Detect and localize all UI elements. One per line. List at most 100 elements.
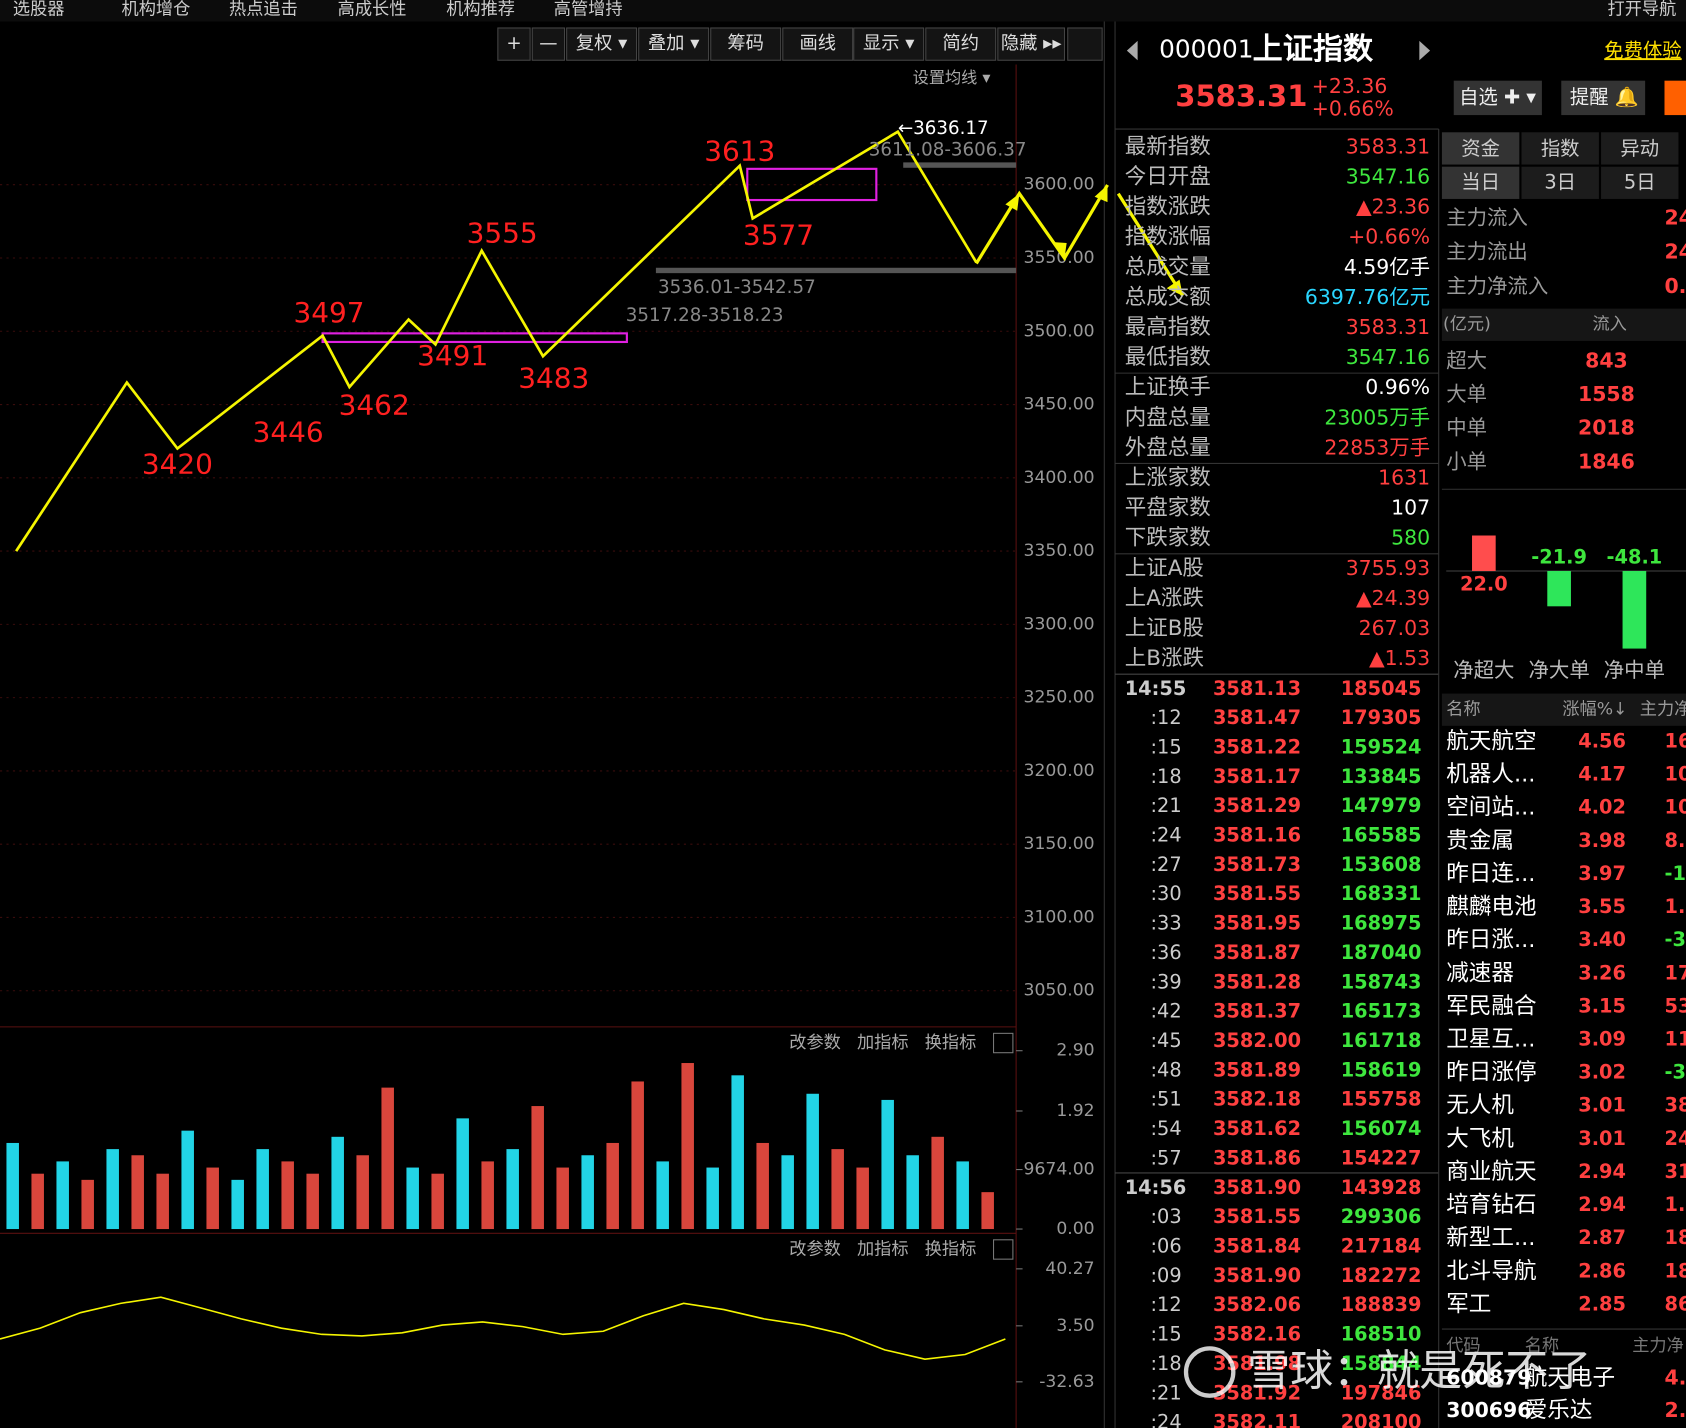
sector-name: 军工: [1446, 1291, 1491, 1317]
trade-price: 3581.16: [1213, 824, 1301, 847]
table-header: [1441, 308, 1686, 341]
volume-bar: [731, 1075, 744, 1230]
toolbar-button[interactable]: [853, 27, 925, 61]
trade-volume: 185045: [1341, 677, 1422, 700]
y-tick-label: 3600.00: [1024, 175, 1095, 195]
toolbar-button[interactable]: [566, 27, 638, 61]
sector-name: 军民融合: [1446, 993, 1536, 1019]
trade-time: :39: [1151, 970, 1182, 993]
trade-volume: 188839: [1341, 1293, 1422, 1316]
trade-price: 3581.92: [1213, 1381, 1301, 1404]
trade-volume: 153608: [1341, 853, 1422, 876]
toolbar-button[interactable]: [531, 27, 566, 61]
toolbar-label: 画线: [799, 33, 836, 54]
value-label: -48.1: [1607, 546, 1663, 569]
info-label: 上B涨跌: [1125, 646, 1204, 671]
info-label: 上A涨跌: [1125, 586, 1204, 611]
trade-time: :57: [1151, 1146, 1182, 1169]
pivot-label: 3462: [339, 388, 410, 421]
trial-link: 免费体验: [1604, 39, 1681, 62]
volume-bar: [356, 1155, 369, 1230]
trade-price: 3581.55: [1213, 1205, 1301, 1228]
volume-bar: [6, 1142, 19, 1230]
info-value: 267.03: [1359, 616, 1430, 640]
pivot-label: 3555: [467, 216, 538, 249]
sector-name: 麒麟电池: [1446, 894, 1536, 920]
sector-pct: 4.17: [1578, 763, 1626, 786]
trade-time: :18: [1151, 765, 1182, 788]
button: [1664, 80, 1686, 116]
trade-price: 3581.73: [1213, 853, 1301, 876]
header: 名称: [1525, 1336, 1559, 1356]
trade-price: 3581.37: [1213, 1000, 1301, 1023]
trade-time: :15: [1151, 1323, 1182, 1346]
indicator-button: 改参数: [789, 1239, 841, 1259]
tab[interactable]: [1521, 166, 1599, 199]
info-value: 0.96%: [1365, 375, 1430, 399]
trade-time: :54: [1151, 1117, 1182, 1140]
y-tick-label: 3050.00: [1024, 981, 1095, 1001]
tab-label: 资金: [1461, 137, 1500, 160]
flow-value: 24: [1664, 240, 1686, 264]
sector-pct: 3.97: [1578, 862, 1626, 885]
header: 代码: [1446, 1336, 1480, 1356]
volume-bar: [781, 1155, 794, 1230]
trade-price: 3581.84: [1213, 1235, 1301, 1258]
next-arrow[interactable]: [1419, 40, 1431, 61]
volume-bar: [81, 1179, 94, 1230]
sector-name: 大飞机: [1446, 1126, 1514, 1152]
watermark: 雪球：就是死不了: [1247, 1347, 1591, 1397]
stock-name: 上证指数: [1253, 32, 1374, 67]
volume-bar: [331, 1136, 344, 1230]
info-label: 下跌家数: [1125, 526, 1211, 551]
volume-bar: [581, 1155, 594, 1230]
trade-price: 3582.00: [1213, 1029, 1301, 1052]
tab-label: 5日: [1624, 170, 1656, 193]
toolbar-button[interactable]: [638, 27, 710, 61]
volume-bar: [406, 1167, 419, 1230]
ma-setting: 设置均线 ▾: [913, 68, 992, 87]
tab[interactable]: [1521, 132, 1599, 165]
info-label: 最高指数: [1125, 315, 1211, 340]
sector-name: 机器人...: [1446, 762, 1535, 788]
sector-name: 航天航空: [1446, 728, 1536, 754]
menu-bar: [0, 0, 1686, 22]
y-tick-label: 3300.00: [1024, 614, 1095, 634]
toolbar-button[interactable]: [782, 27, 854, 61]
tab[interactable]: [1601, 132, 1679, 165]
info-value: 22853万手: [1324, 435, 1430, 459]
trade-time: :36: [1151, 941, 1182, 964]
trade-volume: 154227: [1341, 1146, 1422, 1169]
size-value: 1846: [1578, 449, 1635, 473]
info-value: ▲23.36: [1356, 195, 1430, 219]
flow-label: 主力流入: [1446, 205, 1528, 229]
volume-bar: [181, 1130, 194, 1230]
volume-bar: [756, 1142, 769, 1230]
tab[interactable]: [1441, 132, 1520, 165]
info-value: 3547.16: [1346, 164, 1430, 188]
toolbar-button[interactable]: [997, 27, 1066, 61]
trade-time: :21: [1151, 794, 1182, 817]
toolbar-button[interactable]: [710, 27, 782, 61]
toolbar-button[interactable]: [925, 27, 997, 61]
volume-bar: [706, 1167, 719, 1230]
sector-pct: 2.94: [1578, 1160, 1626, 1183]
volume-bar: [231, 1179, 244, 1230]
prev-arrow[interactable]: [1126, 40, 1138, 61]
tab[interactable]: [1441, 166, 1520, 199]
toolbar-button[interactable]: [497, 27, 531, 61]
trade-time: :48: [1151, 1058, 1182, 1081]
tab-label: 指数: [1541, 137, 1580, 160]
value-label: -21.9: [1531, 546, 1587, 569]
tab[interactable]: [1601, 166, 1679, 199]
menu-item: 机构推荐: [446, 0, 515, 20]
sector-pct: 3.26: [1578, 961, 1626, 984]
y-tick-label: 3450.00: [1024, 395, 1095, 415]
sector-flow: 38: [1664, 1094, 1686, 1117]
arrow-head: [1005, 193, 1020, 211]
menu-item: 机构增仓: [122, 0, 191, 20]
range-label: 3517.28-3518.23: [626, 305, 784, 326]
sector-pct: 3.02: [1578, 1061, 1626, 1084]
info-label: 最新指数: [1125, 134, 1211, 159]
trade-volume: 168331: [1341, 882, 1422, 905]
